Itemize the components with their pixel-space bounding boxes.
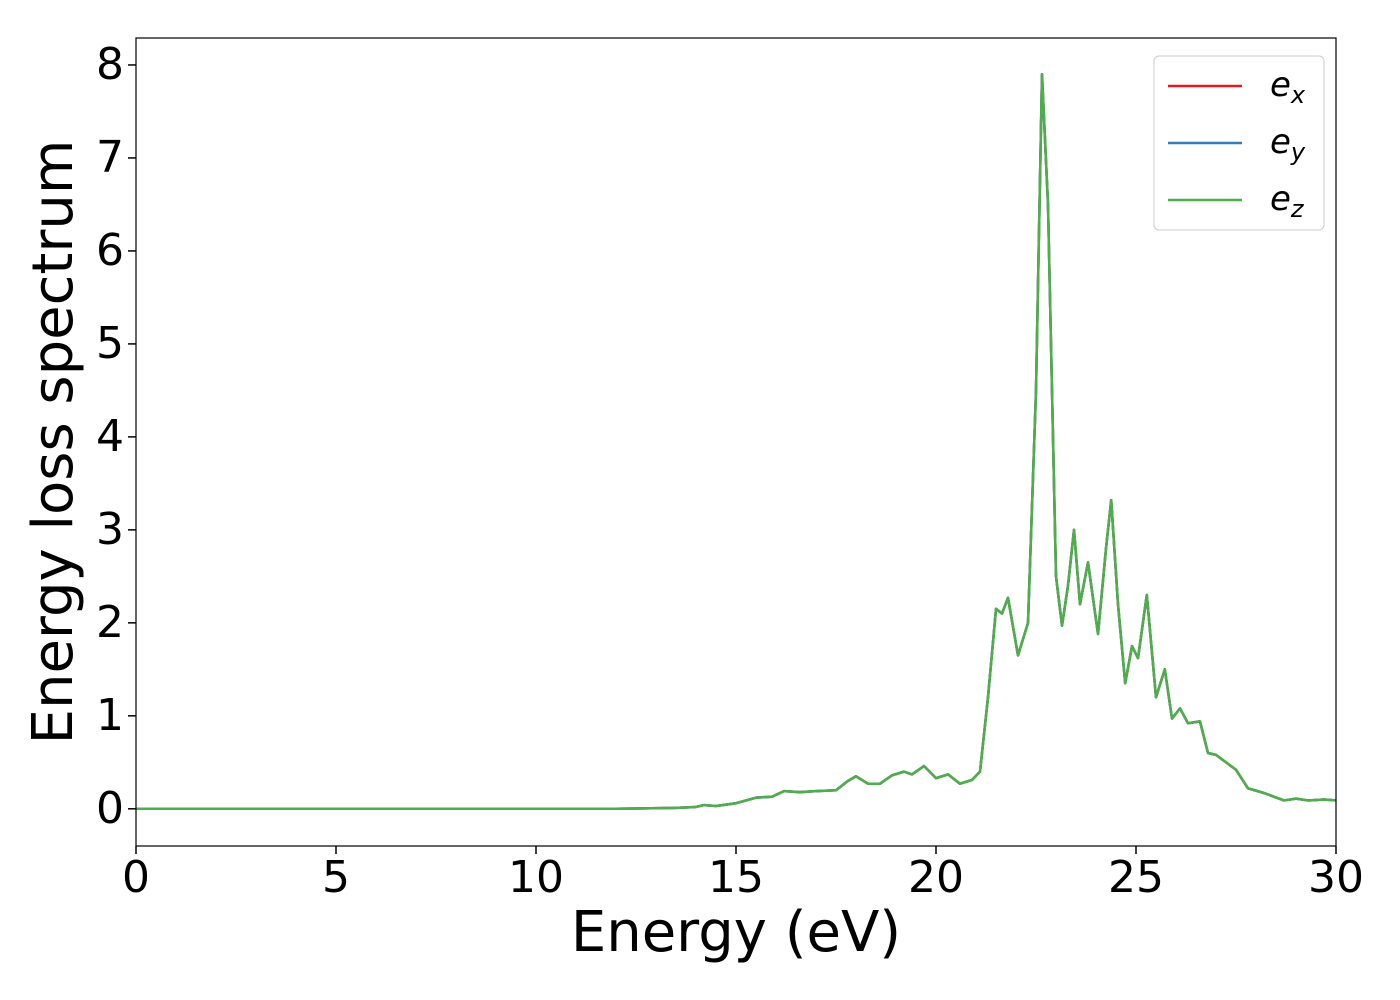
y-tick-label: 8	[96, 39, 124, 90]
x-axis-label: Energy (eV)	[571, 900, 901, 965]
y-tick-label: 6	[96, 225, 124, 276]
y-tick-label: 3	[96, 504, 124, 555]
x-tick-label: 25	[1108, 852, 1164, 903]
legend-label: ex	[1270, 65, 1306, 110]
x-tick-label: 30	[1308, 852, 1364, 903]
y-tick-label: 2	[96, 597, 124, 648]
legend-label: ez	[1270, 179, 1305, 224]
x-tick-label: 0	[122, 852, 150, 903]
series-line	[136, 73, 1337, 811]
x-tick-label: 5	[322, 852, 350, 903]
y-axis-label: Energy loss spectrum	[21, 140, 86, 745]
x-tick-label: 10	[508, 852, 564, 903]
y-tick-label: 1	[96, 690, 124, 741]
y-tick-label: 4	[96, 411, 124, 462]
y-tick-label: 0	[96, 783, 124, 834]
legend-label: ey	[1270, 122, 1306, 167]
y-tick-label: 7	[96, 132, 124, 183]
x-tick-label: 15	[708, 852, 764, 903]
y-tick-label: 5	[96, 318, 124, 369]
plot-frame	[135, 37, 1337, 847]
x-tick-label: 20	[908, 852, 964, 903]
